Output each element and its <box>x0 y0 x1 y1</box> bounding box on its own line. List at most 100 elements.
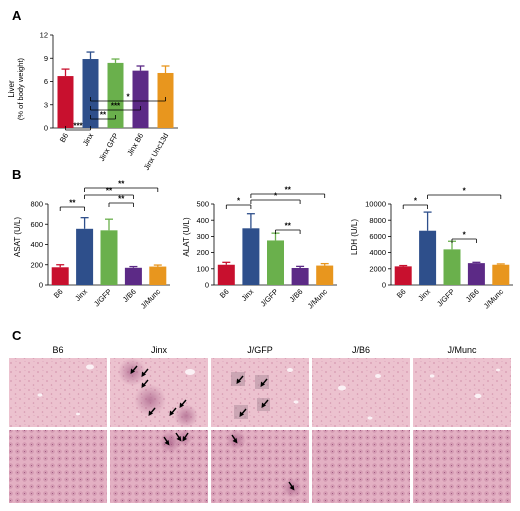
category-label: Jinx <box>240 287 256 303</box>
chart-a-ylabel-line2: (% of body weight) <box>16 57 25 120</box>
chart-alat: ALAT (U/L) 0 100 200 300 400 500 B6 Jinx J/GFP J/… <box>182 186 337 311</box>
arrow-icon <box>260 378 268 387</box>
chart-asat: ASAT (U/L) 0 200 400 600 800 B6 Jinx J/GFP J/B6 J… <box>13 180 170 311</box>
category-label: B6 <box>58 132 70 144</box>
y-tick-label: 0 <box>382 281 386 290</box>
chart-ldh-ylabel: LDH (U/L) <box>350 219 359 255</box>
category-label: J/GFP <box>92 287 113 308</box>
y-tick-label: 8000 <box>369 216 386 225</box>
histology-row-low <box>9 358 511 428</box>
bar <box>242 228 260 285</box>
histology-title-jmunc: J/Munc <box>447 345 477 355</box>
significance-label: ** <box>100 111 107 120</box>
category-label: Jinx <box>81 131 96 147</box>
micrograph-jgfp-high <box>211 430 309 503</box>
arrow-icon <box>169 407 177 416</box>
arrow-icon <box>141 379 149 388</box>
y-tick-label: 0 <box>205 281 209 290</box>
micrograph-jinx-high <box>110 430 208 503</box>
lesion-arrows <box>130 365 295 491</box>
significance-label: ** <box>118 195 125 204</box>
category-label: J/B6 <box>288 287 305 304</box>
y-tick-label: 400 <box>196 216 209 225</box>
chart-a-ylabel-line1: Liver <box>7 80 16 98</box>
bar <box>467 263 485 285</box>
bar <box>316 265 334 285</box>
histology-title-jb6: J/B6 <box>352 345 370 355</box>
micrograph-jinx-low <box>110 358 208 428</box>
micrograph-jb6-low <box>312 358 410 427</box>
histology-title-jgfp: J/GFP <box>247 345 273 355</box>
significance-label: * <box>237 197 241 206</box>
bar <box>124 267 142 285</box>
category-label: Jinx Unc13d <box>142 132 170 172</box>
y-tick-label: 9 <box>44 54 48 63</box>
significance-label: *** <box>73 122 83 131</box>
micrograph-jmunc-low <box>413 358 511 427</box>
panel-letter-c: C <box>12 328 22 343</box>
significance-label: ** <box>69 199 76 208</box>
y-tick-label: 100 <box>196 264 209 273</box>
panel-letter-b: B <box>12 167 21 182</box>
y-tick-label: 500 <box>196 200 209 209</box>
y-tick-label: 3 <box>44 100 48 109</box>
y-tick-label: 6 <box>44 77 48 86</box>
y-tick-label: 400 <box>30 240 43 249</box>
micrograph-b6-high <box>9 430 107 503</box>
histology-title-jinx: Jinx <box>151 345 168 355</box>
category-label: Jinx <box>73 287 89 303</box>
bar <box>57 76 74 128</box>
bar <box>107 62 124 128</box>
y-tick-label: 0 <box>39 281 43 290</box>
category-label: J/B6 <box>464 287 481 304</box>
arrow-icon <box>141 368 149 377</box>
category-label: Jinx GFP <box>97 132 120 163</box>
micrograph-b6-low <box>9 358 107 427</box>
arrow-icon <box>261 399 269 408</box>
y-tick-label: 300 <box>196 232 209 241</box>
micrograph-jgfp-low <box>211 358 309 427</box>
bar <box>291 267 309 285</box>
micrograph-jmunc-high <box>413 430 511 503</box>
y-tick-label: 4000 <box>369 248 386 257</box>
category-label: Jinx <box>416 287 432 303</box>
significance-label: *** <box>111 102 121 111</box>
chart-alat-ylabel: ALAT (U/L) <box>182 217 191 257</box>
bar <box>419 230 437 285</box>
y-tick-label: 200 <box>30 260 43 269</box>
arrow-icon <box>239 408 247 417</box>
arrow-icon <box>179 399 187 408</box>
bar <box>100 230 118 285</box>
bar <box>217 264 235 285</box>
category-label: Jinx B6 <box>125 132 145 158</box>
arrow-icon <box>236 375 244 384</box>
histology-row-high <box>9 430 511 503</box>
micrograph-jb6-high <box>312 430 410 503</box>
chart-asat-ylabel: ASAT (U/L) <box>13 217 22 257</box>
category-label: J/Munc <box>482 287 506 311</box>
bar <box>51 267 69 285</box>
significance-label: * <box>274 192 278 201</box>
category-label: J/B6 <box>121 287 138 304</box>
category-label: J/Munc <box>306 287 330 311</box>
bar <box>267 240 284 285</box>
significance-label: ** <box>285 186 292 195</box>
arrow-icon <box>130 365 138 374</box>
panel-letter-a: A <box>12 8 22 23</box>
significance-label: * <box>463 187 467 196</box>
y-tick-label: 800 <box>30 200 43 209</box>
category-label: B6 <box>218 287 231 300</box>
arrow-icon <box>182 432 189 442</box>
arrow-icon <box>231 434 238 444</box>
significance-label: * <box>463 231 467 240</box>
y-tick-label: 0 <box>44 124 48 133</box>
arrow-icon <box>288 481 295 491</box>
arrow-icon <box>148 407 156 416</box>
arrow-icon <box>175 432 182 442</box>
arrow-icon <box>163 436 170 446</box>
significance-label: ** <box>118 180 125 189</box>
bar <box>76 228 94 285</box>
significance-label: * <box>126 93 130 102</box>
significance-label: ** <box>285 222 292 231</box>
